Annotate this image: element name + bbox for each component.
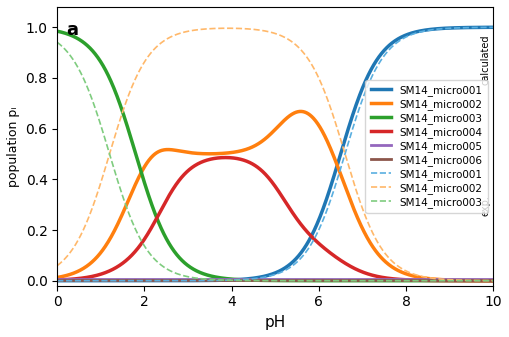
Text: a: a bbox=[66, 21, 78, 39]
Text: calculated: calculated bbox=[480, 34, 490, 85]
Y-axis label: population pᵢ: population pᵢ bbox=[7, 106, 20, 187]
Legend: SM14_micro001, SM14_micro002, SM14_micro003, SM14_micro004, SM14_micro005, SM14_: SM14_micro001, SM14_micro002, SM14_micro… bbox=[365, 80, 488, 213]
Text: exp.: exp. bbox=[480, 195, 490, 216]
X-axis label: pH: pH bbox=[265, 315, 286, 330]
